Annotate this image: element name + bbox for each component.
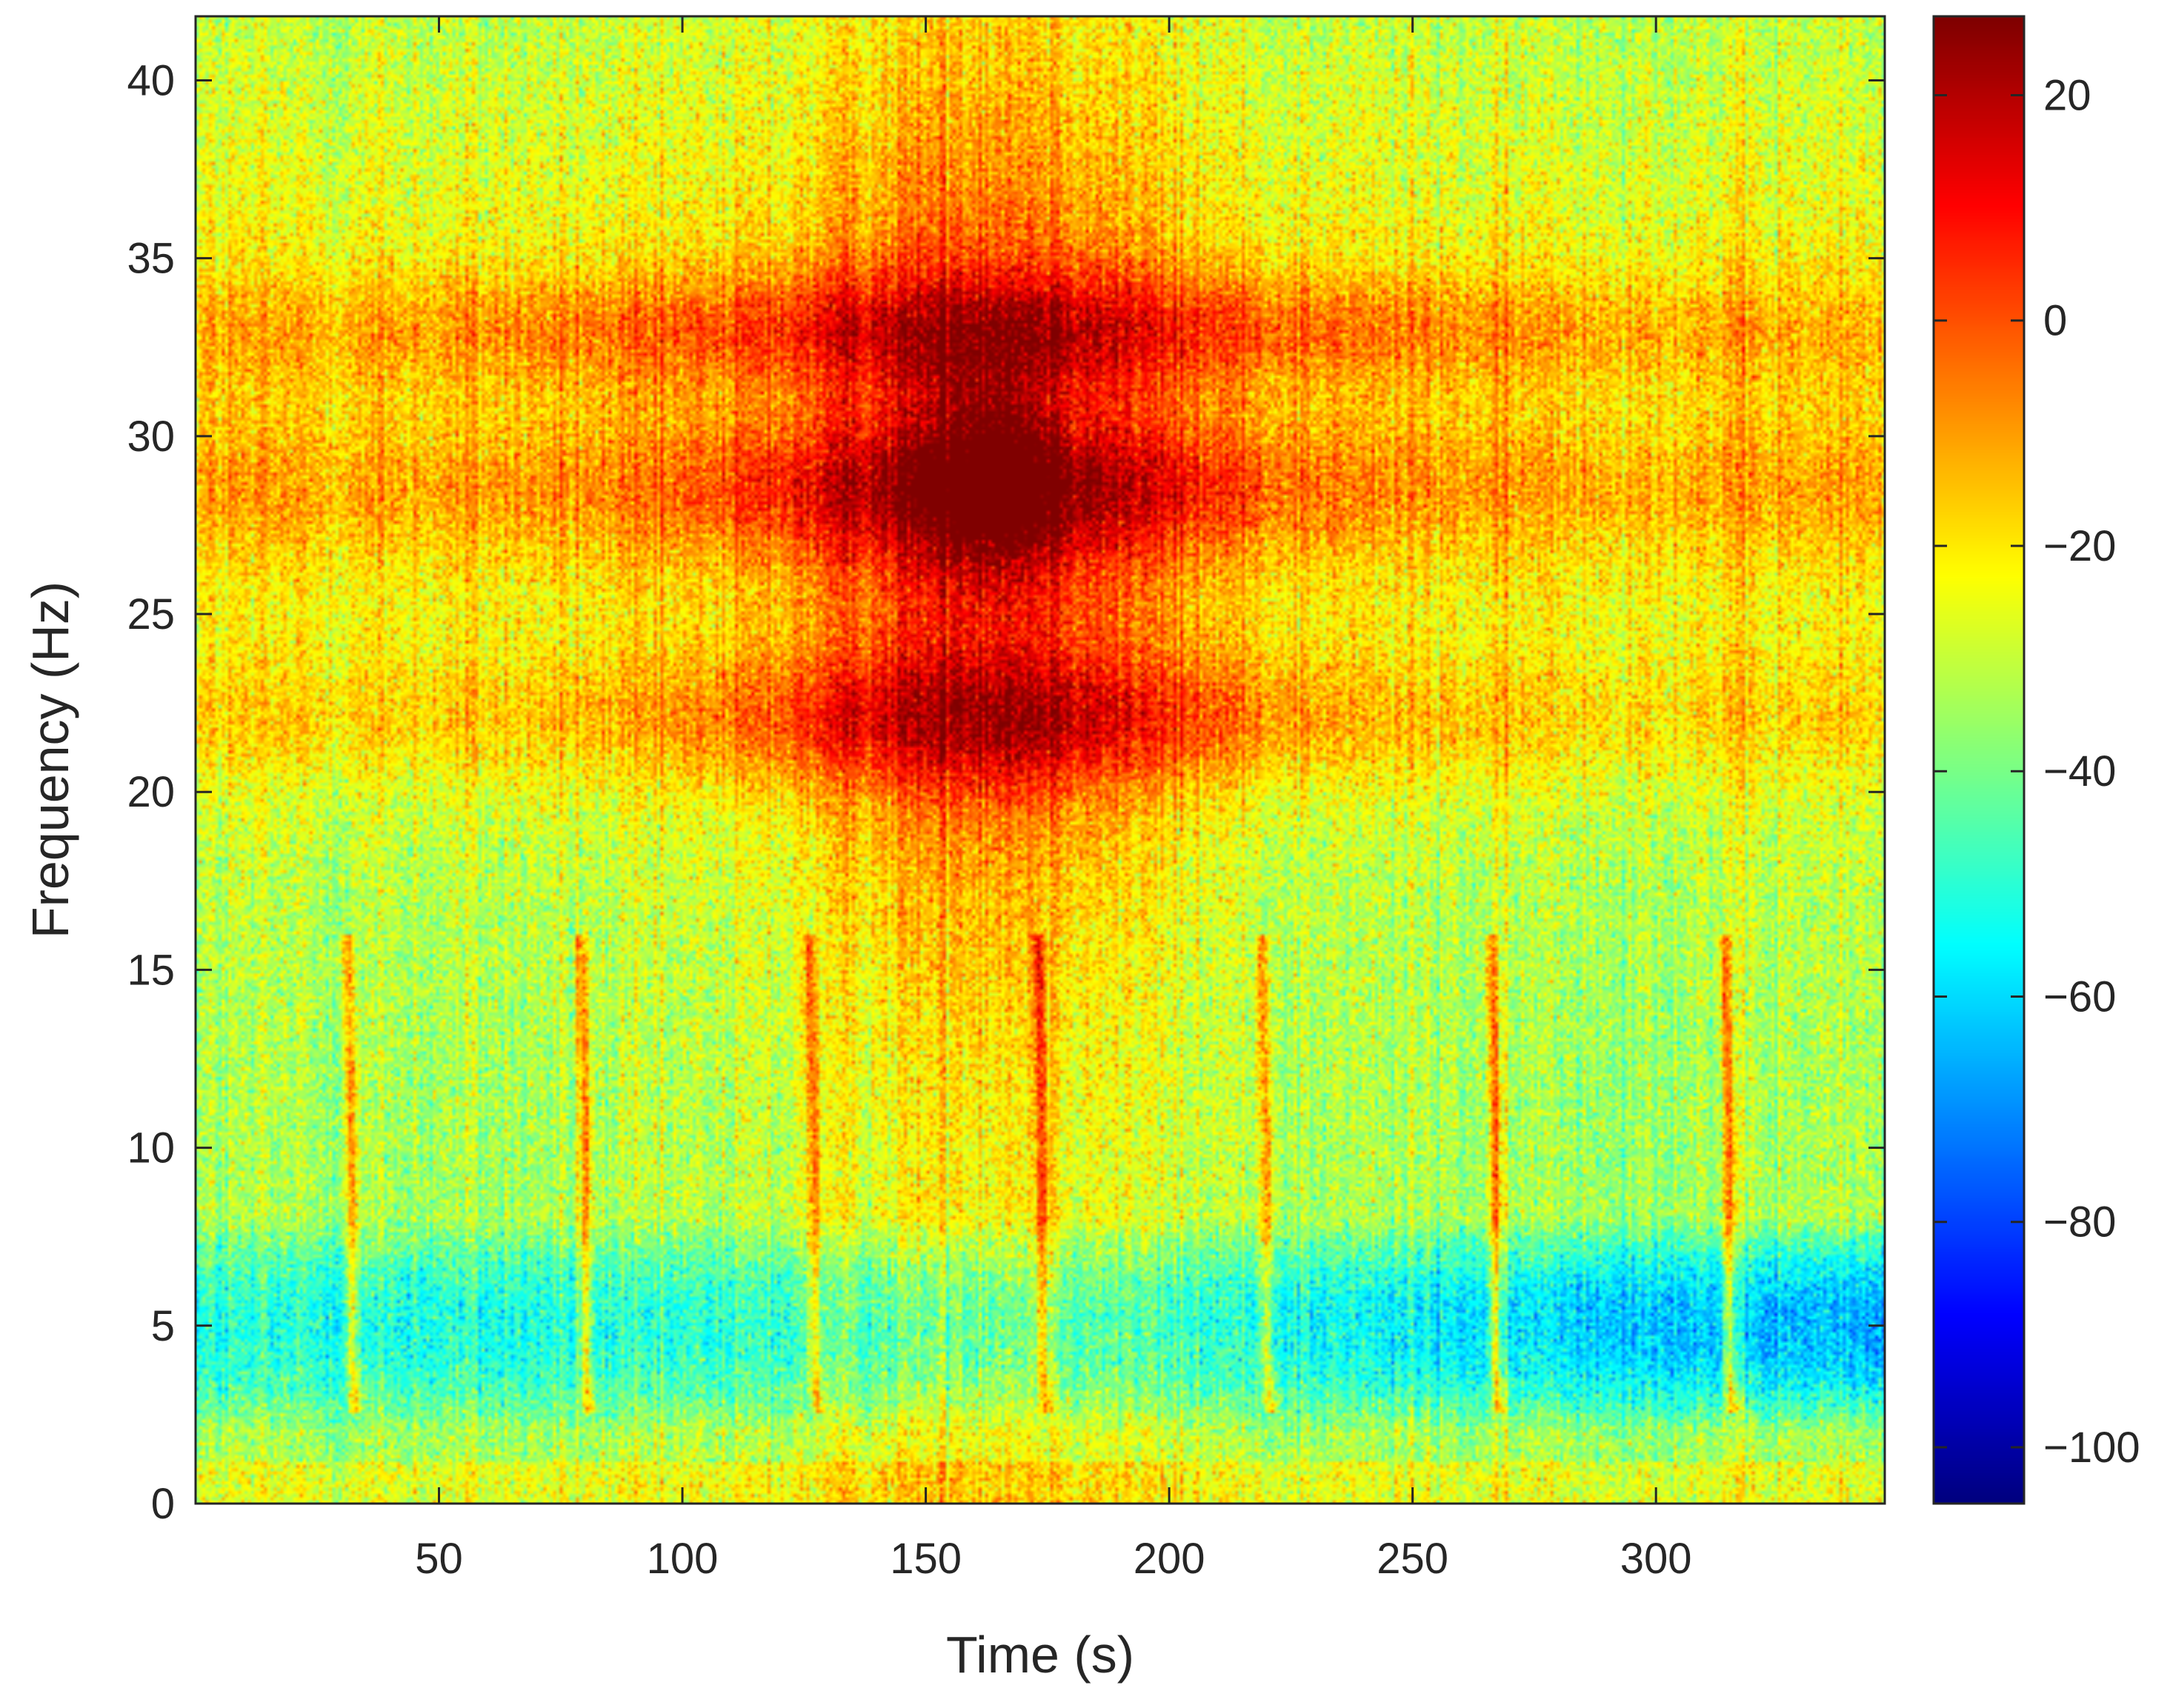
colorbar-gradient xyxy=(1934,16,2024,1504)
y-tick-label: 5 xyxy=(151,1302,175,1350)
x-tick-label: 150 xyxy=(890,1535,962,1583)
x-axis-ticks: 50 100 150 200 250 300 xyxy=(415,16,1692,1583)
colorbar-tick-label: −60 xyxy=(2043,973,2116,1021)
colorbar-frame xyxy=(1932,15,2026,1505)
plot-frame xyxy=(194,15,1886,1505)
x-tick-label: 200 xyxy=(1134,1535,1205,1583)
y-axis-ticks: 0 5 10 15 20 25 30 35 40 xyxy=(127,56,1885,1528)
y-tick-label: 15 xyxy=(127,946,175,994)
colorbar-tick-label: −100 xyxy=(2043,1424,2140,1472)
y-tick-label: 20 xyxy=(127,768,175,816)
colorbar-tick-label: 20 xyxy=(2043,71,2091,119)
x-tick-label: 250 xyxy=(1377,1535,1448,1583)
y-tick-label: 40 xyxy=(127,56,175,104)
plot-area xyxy=(196,16,1885,1504)
x-tick-label: 100 xyxy=(647,1535,719,1583)
x-tick-label: 300 xyxy=(1620,1535,1692,1583)
y-tick-label: 10 xyxy=(127,1124,175,1172)
colorbar-tick-label: −20 xyxy=(2043,522,2116,570)
x-axis-label: Time (s) xyxy=(946,1626,1134,1684)
y-tick-label: 35 xyxy=(127,235,175,283)
colorbar-tick-label: −80 xyxy=(2043,1198,2116,1247)
y-tick-label: 25 xyxy=(127,590,175,638)
colorbar-ticks: 20 0 −20 −40 −60 −80 −100 xyxy=(1934,71,2140,1472)
colorbar-tick-label: −40 xyxy=(2043,747,2116,795)
colorbar: 20 0 −20 −40 −60 −80 −100 xyxy=(1932,15,2140,1505)
y-axis-label: Frequency (Hz) xyxy=(21,581,79,938)
colorbar-tick-label: 0 xyxy=(2043,297,2067,345)
spectrogram-heatmap xyxy=(196,16,1885,1504)
x-tick-label: 50 xyxy=(415,1535,463,1583)
y-tick-label: 0 xyxy=(151,1480,175,1528)
y-tick-label: 30 xyxy=(127,413,175,461)
